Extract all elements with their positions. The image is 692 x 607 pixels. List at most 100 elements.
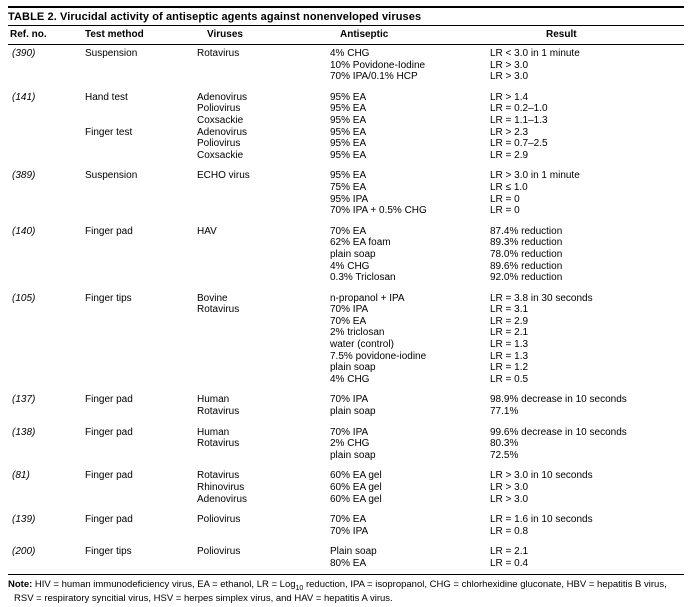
table-row: plain soap LR = 1.2	[8, 362, 684, 374]
cell-antiseptic: 95% EA	[330, 114, 367, 126]
cell-ref-no	[8, 450, 83, 462]
table-row: 70% IPA LR = 0.8	[8, 526, 684, 538]
cell-test-method: Finger pad	[85, 514, 133, 526]
cell-test-method	[83, 115, 195, 127]
cell-antiseptic: 70% EA	[330, 315, 367, 327]
cell-result: LR = 1.3	[490, 350, 529, 362]
cell-antiseptic: 75% EA	[330, 181, 367, 193]
cell-result: 78.0% reduction	[490, 248, 563, 260]
cell-test-method	[83, 71, 195, 83]
cell-virus	[195, 205, 328, 217]
virucidal-activity-table: Ref. no. Test method Viruses Antiseptic …	[8, 25, 684, 575]
table-row: 70% IPA + 0.5% CHG LR = 0	[8, 205, 684, 217]
cell-ref-no: (139)	[12, 514, 36, 526]
cell-antiseptic: 4% CHG	[330, 260, 370, 272]
cell-test-method	[83, 526, 195, 538]
cell-virus: Rotavirus	[197, 438, 240, 450]
cell-antiseptic: 2% triclosan	[330, 327, 385, 339]
cell-result: 89.6% reduction	[490, 260, 563, 272]
cell-virus	[195, 450, 328, 462]
cell-antiseptic: 60% EA gel	[330, 493, 382, 505]
cell-ref-no	[8, 494, 83, 506]
cell-ref-no	[8, 374, 83, 386]
cell-ref-no: (141)	[12, 91, 36, 103]
cell-result: 89.3% reduction	[490, 237, 563, 249]
cell-antiseptic: 7.5% povidone-iodine	[330, 350, 427, 362]
table-row: (389) Suspension ECHO virus 95% EA LR > 3.0 …	[8, 161, 684, 182]
cell-test-method	[83, 406, 195, 418]
cell-result: LR = 1.2	[490, 362, 529, 374]
cell-result: 87.4% reduction	[490, 225, 563, 237]
col-header-ref-no: Ref. no.	[8, 25, 83, 45]
table-row: 70% IPA/0.1% HCP LR > 3.0	[8, 71, 684, 83]
cell-test-method	[83, 327, 195, 339]
cell-ref-no	[8, 261, 83, 273]
cell-test-method: Hand test	[85, 91, 128, 103]
cell-test-method	[83, 374, 195, 386]
cell-antiseptic: 4% CHG	[330, 48, 370, 59]
cell-result: LR > 3.0 in 10 seconds	[490, 470, 593, 482]
cell-virus	[195, 526, 328, 538]
table-row: Rotavirus 2% CHG 80.3%	[8, 438, 684, 450]
cell-ref-no	[8, 526, 83, 538]
table-row: 80% EA LR = 0.4	[8, 558, 684, 574]
cell-test-method	[83, 482, 195, 494]
cell-ref-no	[8, 150, 83, 162]
cell-result: LR ≤ 1.0	[490, 181, 528, 193]
cell-antiseptic: 80% EA	[330, 557, 367, 569]
cell-antiseptic: 95% EA	[330, 149, 367, 161]
cell-virus: Rotavirus	[197, 48, 240, 59]
table-row: 70% EA LR = 2.9	[8, 316, 684, 328]
cell-result: 98.9% decrease in 10 seconds	[490, 394, 627, 406]
cell-result: LR > 3.0	[490, 482, 529, 493]
cell-virus	[195, 374, 328, 386]
cell-test-method	[83, 272, 195, 284]
cell-result: LR > 1.4	[490, 91, 529, 103]
cell-antiseptic: 95% EA	[330, 103, 367, 115]
cell-result: LR = 2.9	[490, 149, 529, 161]
cell-test-method: Finger tips	[85, 546, 132, 558]
cell-ref-no: (200)	[12, 546, 36, 558]
table-row: 2% triclosan LR = 2.1	[8, 327, 684, 339]
cell-antiseptic: n-propanol + IPA	[330, 292, 405, 304]
cell-result: 72.5%	[490, 449, 519, 461]
cell-test-method	[83, 362, 195, 374]
cell-ref-no	[8, 558, 83, 574]
table-title: TABLE 2. Virucidal activity of antisepti…	[8, 6, 684, 25]
cell-ref-no	[8, 482, 83, 494]
cell-result: LR = 0	[490, 193, 520, 205]
cell-ref-no: (81)	[12, 470, 30, 482]
cell-test-method: Finger pad	[85, 470, 133, 482]
cell-test-method	[83, 494, 195, 506]
cell-result: LR > 3.0 in 1 minute	[490, 170, 580, 182]
cell-test-method: Finger pad	[85, 394, 133, 406]
cell-antiseptic: 4% CHG	[330, 373, 370, 385]
table-row: 95% IPA LR = 0	[8, 194, 684, 206]
cell-virus	[195, 60, 328, 72]
cell-result: LR = 1.6 in 10 seconds	[490, 514, 593, 526]
col-header-antiseptic: Antiseptic	[328, 25, 488, 45]
cell-antiseptic: plain soap	[330, 449, 376, 461]
cell-antiseptic: plain soap	[330, 362, 376, 374]
cell-ref-no	[8, 182, 83, 194]
cell-test-method	[83, 558, 195, 574]
cell-antiseptic: 70% EA	[330, 225, 367, 237]
cell-virus: Adenovirus	[197, 493, 248, 505]
cell-result: LR = 2.9	[490, 315, 529, 327]
table-note: Note: HIV = human immunodeficiency virus…	[8, 579, 684, 605]
cell-virus: Rotavirus	[197, 406, 240, 418]
cell-result: 92.0% reduction	[490, 272, 563, 284]
cell-ref-no	[8, 304, 83, 316]
table-row: (138) Finger pad Human 70% IPA 99.6% decreas…	[8, 418, 684, 439]
table-row: 10% Povidone-Iodine LR > 3.0	[8, 60, 684, 72]
cell-antiseptic: 95% EA	[330, 138, 367, 150]
cell-virus	[195, 362, 328, 374]
cell-ref-no	[8, 339, 83, 351]
cell-test-method	[83, 450, 195, 462]
table-row: Finger test Adenovirus 95% EA LR > 2.3	[8, 127, 684, 139]
cell-virus: Poliovirus	[197, 138, 241, 150]
cell-virus	[195, 261, 328, 273]
cell-test-method	[83, 351, 195, 363]
cell-antiseptic: 2% CHG	[330, 438, 370, 450]
